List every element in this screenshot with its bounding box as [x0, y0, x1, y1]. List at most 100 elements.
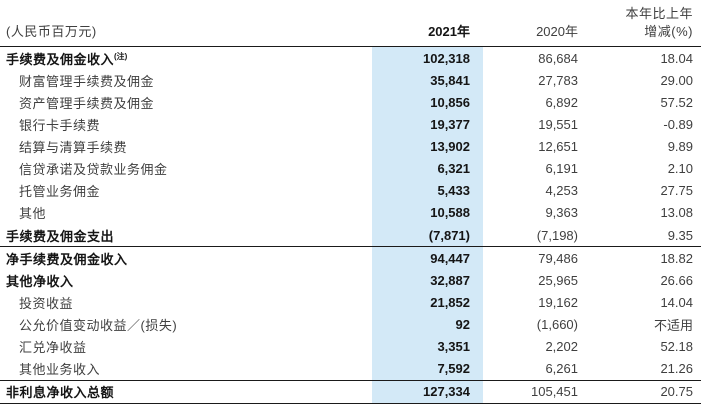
value-change-pct: 2.10: [667, 161, 693, 177]
value-2020: (1,660): [536, 317, 578, 333]
value-change-pct: 9.35: [667, 227, 693, 243]
value-2020: 6,191: [545, 161, 578, 177]
row-label: 资产管理手续费及佣金: [0, 91, 372, 113]
value-change-pct: 9.89: [667, 139, 693, 155]
row-label: 结算与清算手续费: [0, 136, 372, 158]
row-label: 公允价值变动收益／(损失): [0, 314, 372, 336]
value-2021: 92: [372, 313, 483, 336]
row-label-text: 财富管理手续费及佣金: [19, 73, 155, 89]
value-change-pct: 不适用: [653, 318, 693, 334]
row-label: 汇兑净收益: [0, 336, 372, 358]
column-header-change: 增减(%): [644, 24, 693, 39]
value-change-pct: 29.00: [660, 72, 693, 88]
row-label: 手续费及佣金收入 (注): [0, 47, 372, 69]
row-label: 信贷承诺及贷款业务佣金: [0, 158, 372, 180]
value-2021: 94,447: [372, 247, 483, 270]
value-2021: (7,871): [372, 224, 483, 247]
row-label: 其他净收入: [0, 269, 372, 291]
row-label-text: 投资收益: [19, 295, 74, 311]
row-label-text: 信贷承诺及贷款业务佣金: [19, 162, 168, 178]
table-body: 手续费及佣金收入 (注) 102,318 86,684 18.04 财富管理手续费及佣金 3…: [0, 46, 701, 404]
row-label: 手续费及佣金支出: [0, 224, 372, 246]
row-label-text: 银行卡手续费: [19, 117, 101, 133]
row-label: 银行卡手续费: [0, 113, 372, 135]
value-change-pct: 13.08: [660, 205, 693, 221]
value-2021: 13,902: [372, 135, 483, 158]
value-2020: 4,253: [545, 183, 578, 199]
column-header-2020: 2020年: [536, 24, 578, 39]
value-2020: 2,202: [545, 339, 578, 355]
table-row: 手续费及佣金支出 (7,871) (7,198) 9.35: [0, 224, 701, 248]
row-label: 投资收益: [0, 291, 372, 313]
row-label-text: 非利息净收入总额: [6, 385, 115, 401]
value-2020: 6,892: [545, 94, 578, 110]
value-2021: 5,433: [372, 179, 483, 202]
table-row: 手续费及佣金收入 (注) 102,318 86,684 18.04: [0, 47, 701, 70]
table-row: 其他业务收入 7,592 6,261 21.26: [0, 357, 701, 381]
value-2021: 10,856: [372, 91, 483, 114]
value-2021: 3,351: [372, 335, 483, 358]
table-header: 本年比上年 (人民币百万元) 2021年 2020年 增减(%): [0, 0, 701, 46]
value-2021: 19,377: [372, 113, 483, 136]
table-row: 银行卡手续费 19,377 19,551 -0.89: [0, 113, 701, 136]
value-change-pct: 20.75: [660, 384, 693, 400]
row-label-text: 其他业务收入: [19, 362, 101, 378]
value-change-pct: 18.82: [660, 250, 693, 266]
value-2021: 21,852: [372, 291, 483, 314]
row-label-text: 净手续费及佣金收入: [6, 251, 128, 267]
row-label-text: 结算与清算手续费: [19, 140, 128, 156]
table-row: 投资收益 21,852 19,162 14.04: [0, 291, 701, 314]
table-row: 净手续费及佣金收入 94,447 79,486 18.82: [0, 247, 701, 270]
value-change-pct: 26.66: [660, 272, 693, 288]
value-2021: 6,321: [372, 157, 483, 180]
row-label: 净手续费及佣金收入: [0, 247, 372, 269]
row-label-text: 汇兑净收益: [19, 340, 87, 356]
value-2021: 10,588: [372, 201, 483, 224]
header-row-2: (人民币百万元) 2021年 2020年 增减(%): [0, 21, 701, 40]
table-row: 公允价值变动收益／(损失) 92 (1,660) 不适用: [0, 313, 701, 336]
value-2021: 127,334: [372, 380, 483, 403]
value-2020: 9,363: [545, 205, 578, 221]
value-2021: 7,592: [372, 357, 483, 380]
value-change-pct: 21.26: [660, 361, 693, 377]
row-label-text: 其他: [19, 206, 47, 222]
row-label-text: 资产管理手续费及佣金: [19, 95, 155, 111]
value-2020: 12,651: [538, 139, 578, 155]
value-2020: 79,486: [538, 250, 578, 266]
row-label: 其他: [0, 202, 372, 224]
value-change-pct: 14.04: [660, 294, 693, 310]
value-change-pct: 27.75: [660, 183, 693, 199]
row-label-text: 手续费及佣金收入: [6, 51, 115, 67]
row-label-text: 手续费及佣金支出: [6, 228, 115, 244]
value-2021: 102,318: [372, 47, 483, 70]
row-label: 其他业务收入: [0, 358, 372, 380]
value-change-pct: 52.18: [660, 339, 693, 355]
value-2020: 27,783: [538, 72, 578, 88]
value-2020: 19,551: [538, 116, 578, 132]
row-label: 非利息净收入总额: [0, 381, 372, 403]
value-2020: 19,162: [538, 294, 578, 310]
value-2021: 32,887: [372, 269, 483, 292]
table-row: 非利息净收入总额 127,334 105,451 20.75: [0, 380, 701, 403]
table-row: 结算与清算手续费 13,902 12,651 9.89: [0, 135, 701, 158]
value-2020: 86,684: [538, 50, 578, 66]
header-row-1: 本年比上年: [0, 3, 701, 22]
table-row: 信贷承诺及贷款业务佣金 6,321 6,191 2.10: [0, 157, 701, 180]
table-row: 其他净收入 32,887 25,965 26.66: [0, 269, 701, 292]
value-change-pct: 57.52: [660, 94, 693, 110]
row-label: 财富管理手续费及佣金: [0, 69, 372, 91]
table-row: 财富管理手续费及佣金 35,841 27,783 29.00: [0, 69, 701, 92]
table-row: 资产管理手续费及佣金 10,856 6,892 57.52: [0, 91, 701, 114]
row-label-text: 公允价值变动收益／(损失): [19, 318, 178, 334]
value-2021: 35,841: [372, 69, 483, 92]
table-row: 托管业务佣金 5,433 4,253 27.75: [0, 179, 701, 202]
value-change-pct: 18.04: [660, 50, 693, 66]
unit-label: (人民币百万元): [6, 24, 97, 39]
table-row: 汇兑净收益 3,351 2,202 52.18: [0, 335, 701, 358]
header-change-line1: 本年比上年: [625, 6, 693, 21]
row-label: 托管业务佣金: [0, 180, 372, 202]
row-label-text: 其他净收入: [6, 273, 74, 289]
value-change-pct: -0.89: [663, 116, 693, 132]
column-header-2021: 2021年: [428, 24, 470, 39]
